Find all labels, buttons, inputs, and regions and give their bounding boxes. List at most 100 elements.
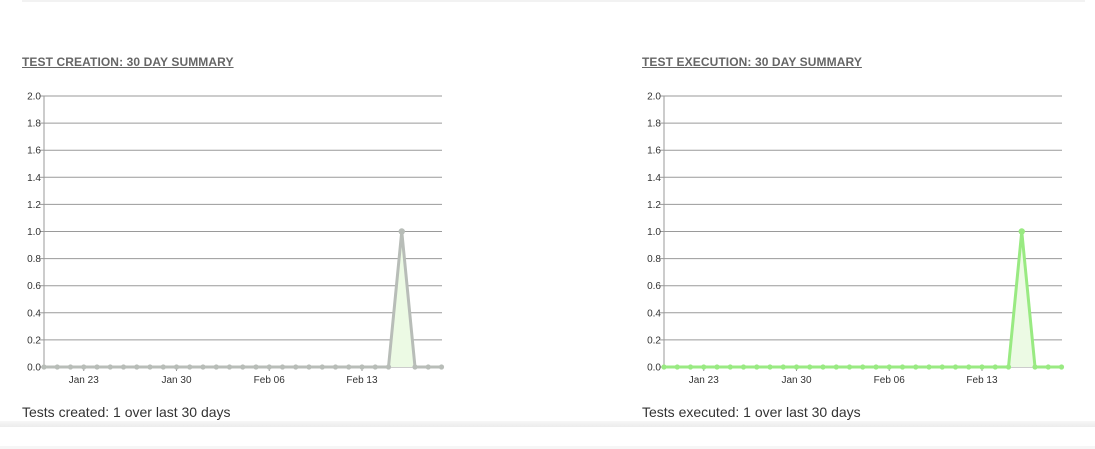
y-tick-label: 1.6 bbox=[647, 146, 661, 157]
data-point bbox=[385, 364, 392, 370]
data-point bbox=[253, 364, 259, 370]
x-tick-label: Feb 13 bbox=[966, 375, 998, 386]
data-point bbox=[820, 364, 826, 370]
x-tick-label: Feb 13 bbox=[346, 375, 378, 386]
data-point bbox=[899, 364, 906, 370]
data-point bbox=[1058, 364, 1065, 370]
data-point bbox=[1018, 228, 1025, 235]
y-tick-label: 1.2 bbox=[647, 200, 661, 211]
data-point bbox=[266, 364, 272, 370]
top-divider bbox=[22, 0, 1085, 2]
data-point bbox=[398, 228, 405, 235]
series-area bbox=[664, 231, 1062, 367]
data-point bbox=[41, 364, 47, 370]
y-tick-label: 1.0 bbox=[27, 227, 41, 238]
data-point bbox=[412, 364, 418, 370]
bottom-divider bbox=[0, 421, 1095, 427]
y-tick-label: 2.0 bbox=[647, 92, 661, 103]
x-tick-label: Feb 06 bbox=[874, 375, 906, 386]
y-tick-label: 1.4 bbox=[27, 173, 41, 184]
x-tick-label: Jan 23 bbox=[69, 375, 99, 386]
data-point bbox=[279, 364, 286, 370]
data-point bbox=[1045, 364, 1051, 370]
data-point bbox=[1005, 364, 1012, 370]
x-tick-label: Jan 23 bbox=[689, 375, 719, 386]
data-point bbox=[67, 364, 74, 370]
data-point bbox=[833, 364, 839, 370]
data-point bbox=[913, 364, 919, 370]
data-point bbox=[425, 364, 431, 370]
y-tick-label: 1.2 bbox=[27, 200, 41, 211]
data-point bbox=[780, 364, 786, 370]
y-tick-label: 1.0 bbox=[647, 227, 661, 238]
data-point bbox=[226, 364, 233, 370]
y-tick-label: 0.0 bbox=[27, 363, 41, 374]
data-point bbox=[793, 364, 800, 370]
y-tick-label: 0.2 bbox=[647, 335, 661, 346]
data-point bbox=[54, 364, 60, 370]
data-point bbox=[714, 364, 720, 370]
data-point bbox=[939, 364, 945, 370]
y-tick-label: 2.0 bbox=[27, 92, 41, 103]
x-tick-label: Jan 30 bbox=[161, 375, 191, 386]
data-point bbox=[160, 364, 166, 370]
data-point bbox=[107, 364, 113, 370]
series-area bbox=[44, 231, 442, 367]
data-point bbox=[926, 364, 932, 370]
data-point bbox=[173, 364, 180, 370]
data-point bbox=[701, 364, 707, 370]
data-point bbox=[200, 364, 206, 370]
data-point bbox=[966, 364, 972, 370]
data-point bbox=[952, 364, 959, 370]
series-line bbox=[44, 231, 442, 369]
tests-created-summary: Tests created: 1 over last 30 days bbox=[22, 404, 231, 420]
data-point bbox=[332, 364, 339, 370]
y-tick-label: 0.0 bbox=[647, 363, 661, 374]
data-point bbox=[860, 364, 866, 370]
y-tick-label: 1.6 bbox=[27, 146, 41, 157]
y-tick-label: 0.6 bbox=[647, 281, 661, 292]
data-point bbox=[306, 364, 312, 370]
data-point bbox=[886, 364, 892, 370]
data-point bbox=[873, 364, 879, 370]
data-point bbox=[293, 364, 299, 370]
page-footer-edge bbox=[0, 446, 1095, 449]
data-point bbox=[438, 364, 445, 370]
data-point bbox=[187, 364, 193, 370]
test-creation-panel: TEST CREATION: 30 DAY SUMMARY 0.0 0.2 0.4 0… bbox=[0, 0, 445, 421]
y-tick-label: 0.6 bbox=[27, 281, 41, 292]
data-point bbox=[674, 364, 680, 370]
data-point bbox=[754, 364, 760, 370]
data-point bbox=[661, 364, 667, 370]
x-tick-label: Jan 30 bbox=[781, 375, 811, 386]
y-tick-label: 0.2 bbox=[27, 335, 41, 346]
test-execution-panel: TEST EXECUTION: 30 DAY SUMMARY 0.0 0.2 0.4… bbox=[620, 0, 1065, 421]
y-tick-label: 0.4 bbox=[27, 308, 41, 319]
x-tick-label: Feb 06 bbox=[254, 375, 286, 386]
data-point bbox=[359, 364, 365, 370]
y-tick-label: 1.8 bbox=[27, 119, 41, 130]
data-point bbox=[147, 364, 153, 370]
y-tick-label: 0.8 bbox=[27, 254, 41, 265]
y-tick-label: 1.8 bbox=[647, 119, 661, 130]
data-point bbox=[240, 364, 246, 370]
test-execution-title[interactable]: TEST EXECUTION: 30 DAY SUMMARY bbox=[642, 55, 862, 69]
series-line bbox=[664, 231, 1062, 369]
y-tick-label: 0.4 bbox=[647, 308, 661, 319]
y-tick-label: 1.4 bbox=[647, 173, 661, 184]
data-point bbox=[372, 364, 378, 370]
data-point bbox=[687, 364, 694, 370]
data-point bbox=[81, 364, 87, 370]
data-point bbox=[134, 364, 140, 370]
test-creation-title[interactable]: TEST CREATION: 30 DAY SUMMARY bbox=[22, 55, 234, 69]
test-execution-chart: 0.0 0.2 0.4 0.6 0.8 1.0 1.2 1.4 1.6 1.8 2.0 Jan 23 J… bbox=[647, 92, 1065, 386]
data-point bbox=[846, 364, 853, 370]
data-point bbox=[992, 364, 998, 370]
data-point bbox=[94, 364, 100, 370]
test-creation-chart: 0.0 0.2 0.4 0.6 0.8 1.0 1.2 1.4 1.6 1.8 2.0 Jan 23 J… bbox=[27, 92, 445, 386]
tests-executed-summary: Tests executed: 1 over last 30 days bbox=[642, 404, 861, 420]
data-point bbox=[740, 364, 747, 370]
data-point bbox=[979, 364, 985, 370]
data-point bbox=[120, 364, 127, 370]
data-point bbox=[346, 364, 352, 370]
